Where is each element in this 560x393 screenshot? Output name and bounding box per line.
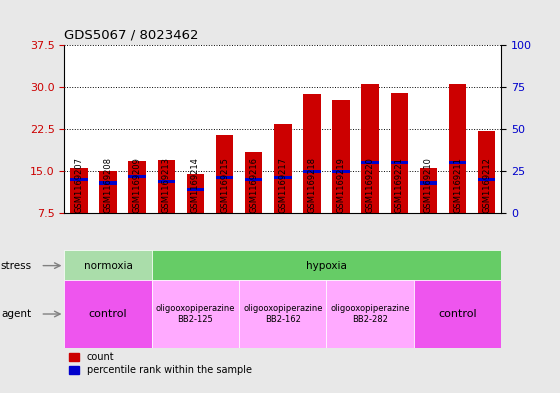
Text: normoxia: normoxia — [83, 261, 133, 271]
Text: oligooxopiperazine
BB2-282: oligooxopiperazine BB2-282 — [330, 304, 410, 324]
Bar — [274, 123, 292, 213]
Bar — [157, 160, 175, 213]
Text: GSM1169210: GSM1169210 — [424, 157, 433, 213]
Bar — [128, 175, 146, 178]
Text: GSM1169218: GSM1169218 — [307, 157, 316, 213]
Text: GSM1169208: GSM1169208 — [104, 157, 113, 213]
Bar — [303, 94, 321, 213]
Text: oligooxopiperazine
BB2-125: oligooxopiperazine BB2-125 — [156, 304, 235, 324]
Bar — [274, 176, 292, 180]
Bar — [478, 131, 496, 213]
Bar — [157, 180, 175, 183]
Text: control: control — [438, 309, 477, 319]
Text: agent: agent — [2, 309, 32, 319]
Bar — [245, 152, 263, 213]
Bar — [70, 168, 88, 213]
Legend: count, percentile rank within the sample: count, percentile rank within the sample — [69, 353, 252, 375]
Bar — [152, 250, 501, 281]
Bar — [414, 281, 501, 348]
Bar — [186, 174, 204, 213]
Text: GSM1169209: GSM1169209 — [133, 157, 142, 213]
Text: GSM1169213: GSM1169213 — [162, 157, 171, 213]
Bar — [128, 161, 146, 213]
Bar — [449, 161, 466, 164]
Text: stress: stress — [1, 261, 32, 271]
Bar — [361, 161, 379, 164]
Bar — [326, 281, 414, 348]
Text: GSM1169219: GSM1169219 — [337, 157, 346, 213]
Text: GSM1169211: GSM1169211 — [453, 157, 462, 213]
Bar — [152, 281, 239, 348]
Bar — [303, 170, 321, 173]
Text: GDS5067 / 8023462: GDS5067 / 8023462 — [64, 28, 199, 41]
Text: GSM1169207: GSM1169207 — [74, 157, 83, 213]
Bar — [332, 100, 350, 213]
Text: GSM1169220: GSM1169220 — [366, 157, 375, 213]
Bar — [64, 281, 152, 348]
Bar — [478, 178, 496, 181]
Text: GSM1169214: GSM1169214 — [191, 157, 200, 213]
Bar — [332, 170, 350, 173]
Bar — [186, 188, 204, 191]
Bar — [245, 178, 263, 181]
Bar — [70, 178, 88, 181]
Bar — [449, 84, 466, 213]
Text: GSM1169216: GSM1169216 — [249, 157, 258, 213]
Text: GSM1169221: GSM1169221 — [395, 157, 404, 213]
Text: oligooxopiperazine
BB2-162: oligooxopiperazine BB2-162 — [243, 304, 323, 324]
Text: GSM1169215: GSM1169215 — [220, 157, 229, 213]
Text: control: control — [89, 309, 127, 319]
Text: GSM1169217: GSM1169217 — [278, 157, 287, 213]
Bar — [64, 250, 152, 281]
Bar — [390, 94, 408, 213]
Text: hypoxia: hypoxia — [306, 261, 347, 271]
Bar — [216, 176, 234, 180]
Bar — [390, 161, 408, 164]
Text: GSM1169212: GSM1169212 — [482, 157, 491, 213]
Bar — [99, 171, 117, 213]
Bar — [99, 182, 117, 184]
Bar — [419, 168, 437, 213]
Bar — [361, 84, 379, 213]
Bar — [419, 182, 437, 184]
Bar — [239, 281, 326, 348]
Bar — [216, 135, 234, 213]
